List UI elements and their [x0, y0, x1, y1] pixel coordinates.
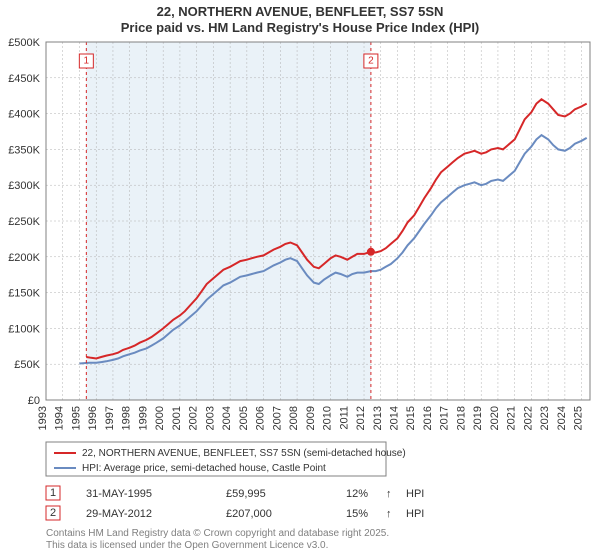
x-tick-label: 2004 [221, 406, 233, 430]
y-tick-label: £200K [8, 252, 40, 264]
x-tick-label: 2023 [539, 406, 551, 430]
y-tick-label: £300K [8, 180, 40, 192]
x-tick-label: 2019 [472, 406, 484, 430]
y-tick-label: £400K [8, 109, 40, 121]
legend-label: HPI: Average price, semi-detached house,… [82, 463, 326, 474]
y-tick-label: £450K [8, 73, 40, 85]
x-tick-label: 2006 [255, 406, 267, 430]
x-tick-label: 1993 [37, 406, 49, 430]
x-tick-label: 1999 [137, 406, 149, 430]
footer-line1: Contains HM Land Registry data © Crown c… [46, 528, 389, 539]
x-tick-label: 2000 [154, 406, 166, 430]
tx-marker-number: 2 [50, 507, 56, 519]
x-tick-label: 2012 [355, 406, 367, 430]
x-tick-label: 2013 [372, 406, 384, 430]
tx-price: £207,000 [226, 508, 272, 520]
x-tick-label: 1996 [87, 406, 99, 430]
x-tick-label: 2022 [522, 406, 534, 430]
x-tick-label: 2016 [422, 406, 434, 430]
x-tick-label: 2021 [506, 406, 518, 430]
chart-legend: 22, NORTHERN AVENUE, BENFLEET, SS7 5SN (… [46, 442, 406, 476]
x-tick-label: 1995 [70, 406, 82, 430]
x-tick-label: 2018 [455, 406, 467, 430]
y-tick-label: £350K [8, 144, 40, 156]
marker-number: 2 [368, 56, 374, 67]
x-tick-label: 1998 [121, 406, 133, 430]
x-tick-label: 1997 [104, 406, 116, 430]
chart-title-line1: 22, NORTHERN AVENUE, BENFLEET, SS7 5SN [157, 4, 444, 19]
tx-hpi-label: HPI [406, 508, 424, 520]
tx-marker-number: 1 [50, 487, 56, 499]
tx-date: 29-MAY-2012 [86, 508, 152, 520]
x-tick-label: 2025 [573, 406, 585, 430]
up-arrow-icon: ↑ [386, 508, 392, 520]
x-tick-label: 2007 [271, 406, 283, 430]
footer-line2: This data is licensed under the Open Gov… [46, 540, 328, 551]
legend-label: 22, NORTHERN AVENUE, BENFLEET, SS7 5SN (… [82, 448, 406, 459]
y-tick-label: £50K [14, 359, 40, 371]
up-arrow-icon: ↑ [386, 488, 392, 500]
transaction-table: 1 31-MAY-1995 £59,995 12% ↑ HPI 2 29-MAY-2012 £2… [46, 486, 424, 520]
tx-pct: 15% [346, 508, 368, 520]
price-chart: 22, NORTHERN AVENUE, BENFLEET, SS7 5SN P… [0, 0, 600, 560]
ownership-band [86, 42, 371, 400]
sale-point-marker [367, 248, 375, 256]
tx-pct: 12% [346, 488, 368, 500]
x-tick-label: 2024 [556, 406, 568, 430]
x-tick-label: 2009 [305, 406, 317, 430]
x-tick-label: 2017 [439, 406, 451, 430]
x-tick-label: 2020 [489, 406, 501, 430]
x-tick-label: 2008 [288, 406, 300, 430]
tx-hpi-label: HPI [406, 488, 424, 500]
x-tick-label: 2005 [238, 406, 250, 430]
chart-title-line2: Price paid vs. HM Land Registry's House … [121, 20, 480, 35]
x-tick-label: 2011 [338, 406, 350, 430]
x-tick-label: 2003 [204, 406, 216, 430]
tx-price: £59,995 [226, 488, 266, 500]
marker-number: 1 [84, 56, 90, 67]
x-tick-label: 2015 [405, 406, 417, 430]
x-tick-label: 2001 [171, 406, 183, 430]
plot-area: £0 £50K £100K £150K £200K £250K £300K £350K £400… [8, 37, 590, 430]
y-tick-label: £500K [8, 37, 40, 49]
y-tick-label: £0 [28, 395, 40, 407]
x-tick-label: 2014 [389, 406, 401, 430]
y-tick-label: £150K [8, 288, 40, 300]
y-tick-label: £250K [8, 216, 40, 228]
tx-date: 31-MAY-1995 [86, 488, 152, 500]
x-tick-label: 2002 [188, 406, 200, 430]
x-tick-label: 2010 [322, 406, 334, 430]
y-tick-label: £100K [8, 323, 40, 335]
x-tick-label: 1994 [54, 406, 66, 430]
